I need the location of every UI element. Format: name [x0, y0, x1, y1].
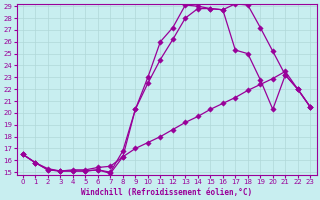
X-axis label: Windchill (Refroidissement éolien,°C): Windchill (Refroidissement éolien,°C) — [81, 188, 252, 197]
